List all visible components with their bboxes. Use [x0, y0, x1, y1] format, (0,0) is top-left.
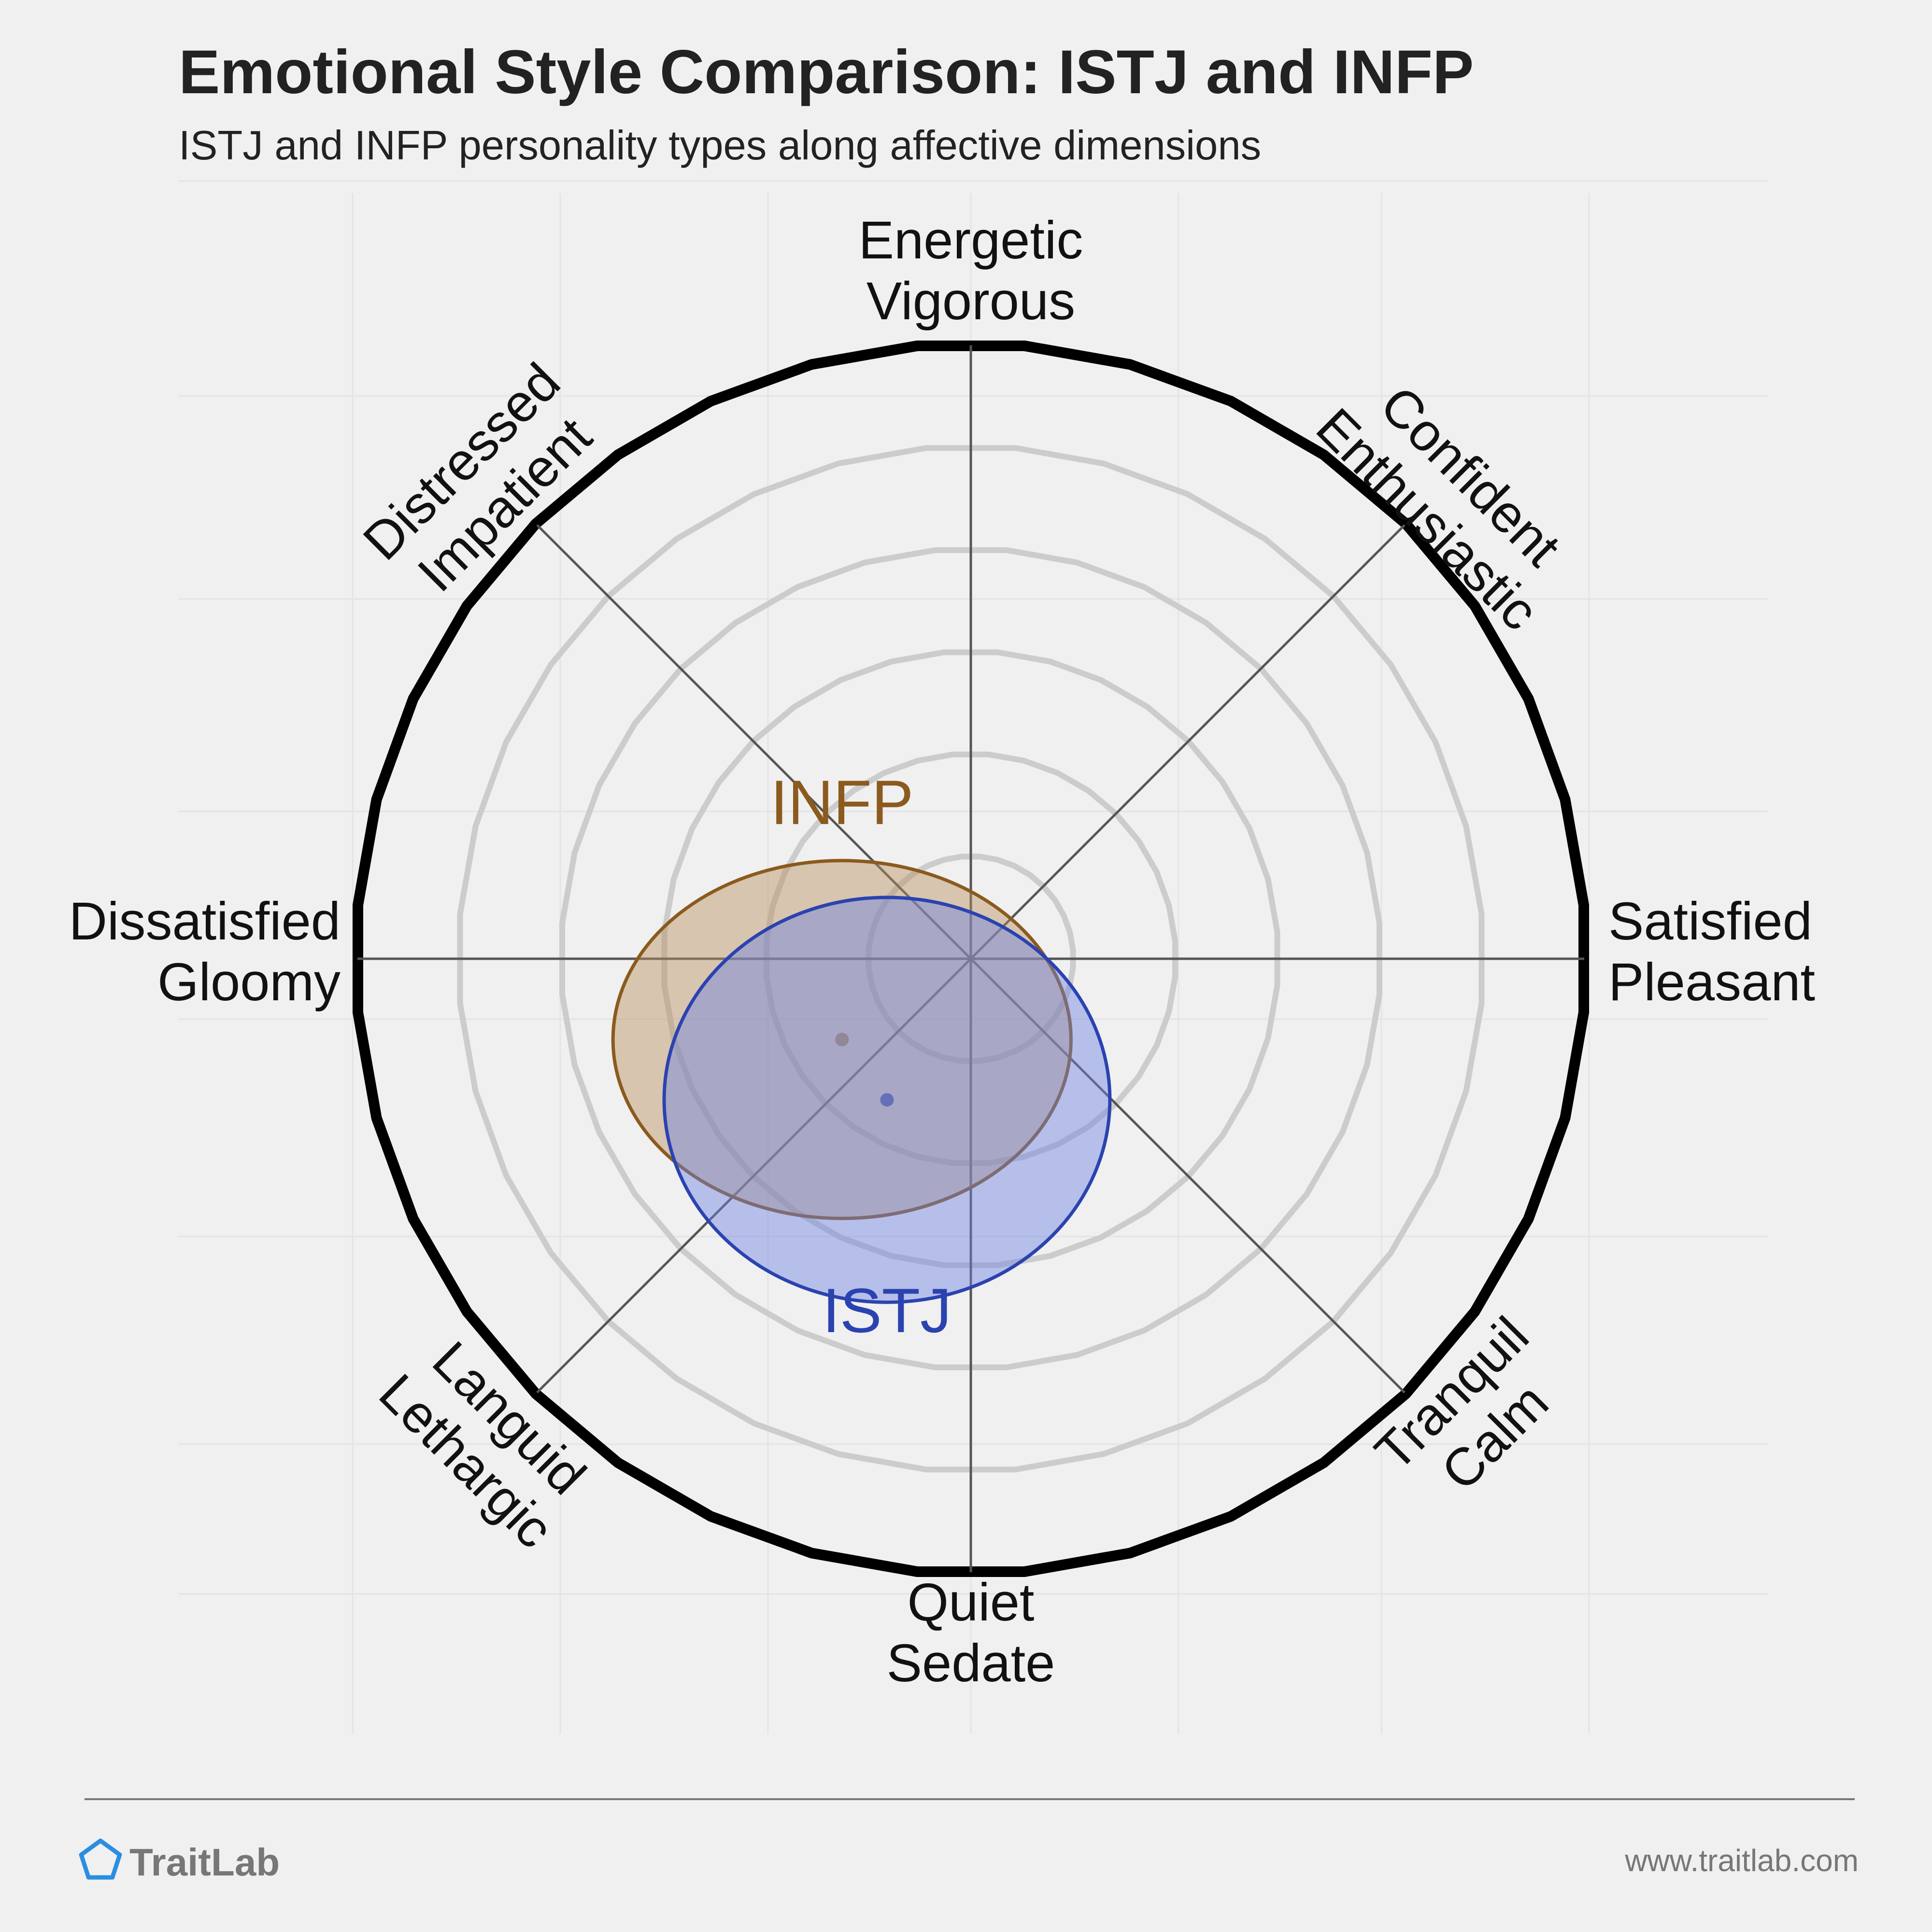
ring-level-2: [764, 752, 1178, 1166]
axis-label-dissatisfied-line: Dissatisfied: [69, 892, 341, 951]
axis-label-energetic-line: Vigorous: [867, 271, 1075, 331]
axis-label-tranquil: TranquilCalm: [1364, 1306, 1583, 1525]
infp-center-dot: [835, 1033, 849, 1047]
pentagon-icon: [79, 1838, 122, 1880]
axis-label-quiet-line: Sedate: [887, 1634, 1055, 1693]
axis-label-distressed: DistressedImpatient: [352, 352, 614, 614]
axis-label-dissatisfied-line: Gloomy: [157, 952, 341, 1012]
axis-label-quiet: Quiet Sedate: [887, 1573, 1055, 1693]
chart-subtitle: ISTJ and INFP personality types along af…: [179, 123, 1261, 169]
axis-label-satisfied-line: Pleasant: [1608, 952, 1815, 1012]
ring-level-1: [866, 853, 1076, 1064]
axis-label-dissatisfied: Dissatisfied Gloomy: [69, 892, 341, 1012]
ring-level-5: [457, 445, 1485, 1473]
axis-line-3: [536, 524, 1406, 1393]
istj-label: ISTJ: [823, 1275, 952, 1346]
ring-level-4: [559, 547, 1382, 1370]
outer-ring: [353, 341, 1589, 1577]
axis-label-quiet-line: Quiet: [908, 1573, 1035, 1632]
axis-lines: [357, 345, 1584, 1572]
brand-name: TraitLab: [129, 1841, 280, 1884]
site-url: www.traitlab.com: [1624, 1843, 1859, 1878]
axis-label-energetic: Energetic Vigorous: [859, 211, 1083, 331]
axis-label-languid: LanguidLethargic: [368, 1320, 608, 1559]
type-ellipses: INFP ISTJ: [611, 767, 1112, 1346]
level-rings: [353, 341, 1589, 1577]
ring-level-3: [661, 649, 1280, 1268]
axis-label-energetic-line: Energetic: [859, 211, 1083, 270]
chart-title: Emotional Style Comparison: ISTJ and INF…: [179, 38, 1474, 107]
infp-label: INFP: [770, 767, 913, 838]
istj-center-dot: [880, 1093, 894, 1107]
axis-label-satisfied: Satisfied Pleasant: [1608, 892, 1815, 1012]
axis-label-satisfied-line: Satisfied: [1608, 892, 1812, 951]
